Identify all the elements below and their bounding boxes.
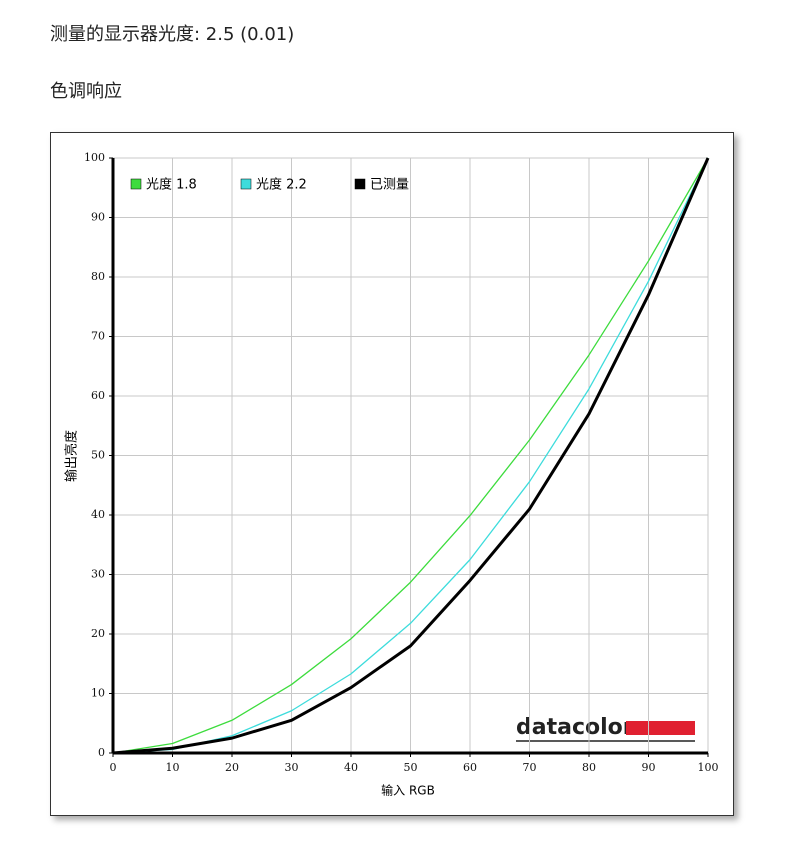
- section-title: 色调响应: [50, 81, 122, 102]
- legend-label: 光度 1.8: [146, 177, 197, 193]
- y-axis-label: 输出亮度: [64, 430, 80, 482]
- legend-swatch: [240, 178, 252, 190]
- x-tick-label: 10: [166, 761, 180, 774]
- x-tick-label: 70: [523, 761, 537, 774]
- y-tick-label: 0: [98, 746, 105, 759]
- x-axis-label: 输入 RGB: [381, 783, 435, 798]
- chart-frame: [50, 132, 734, 816]
- legend-label: 光度 2.2: [256, 177, 307, 193]
- x-tick-label: 40: [344, 761, 358, 774]
- y-tick-label: 90: [91, 211, 105, 224]
- x-tick-label: 100: [698, 761, 719, 774]
- x-tick-label: 60: [463, 761, 477, 774]
- y-tick-label: 20: [91, 627, 105, 640]
- series-line: [112, 157, 709, 754]
- y-tick-label: 50: [91, 449, 105, 462]
- y-tick-label: 10: [91, 687, 105, 700]
- y-tick-label: 80: [91, 270, 105, 283]
- gamma-result: 测量的显示器光度: 2.5 (0.01): [50, 24, 295, 45]
- y-tick-label: 60: [91, 389, 105, 402]
- x-tick-label: 20: [225, 761, 239, 774]
- legend-label: 已测量: [370, 178, 409, 193]
- x-tick-label: 80: [582, 761, 596, 774]
- y-tick-label: 30: [91, 568, 105, 581]
- x-tick-label: 90: [642, 761, 656, 774]
- y-tick-label: 100: [84, 151, 105, 164]
- x-tick-label: 0: [110, 761, 117, 774]
- x-tick-label: 50: [404, 761, 418, 774]
- y-tick-label: 70: [91, 330, 105, 343]
- x-tick-label: 30: [285, 761, 299, 774]
- series-line: [112, 157, 710, 755]
- brand-bar: [626, 721, 695, 735]
- y-tick-label: 40: [91, 508, 105, 521]
- legend-swatch: [130, 178, 142, 190]
- legend-swatch: [354, 178, 366, 190]
- brand-logo: datacolor: [516, 715, 634, 740]
